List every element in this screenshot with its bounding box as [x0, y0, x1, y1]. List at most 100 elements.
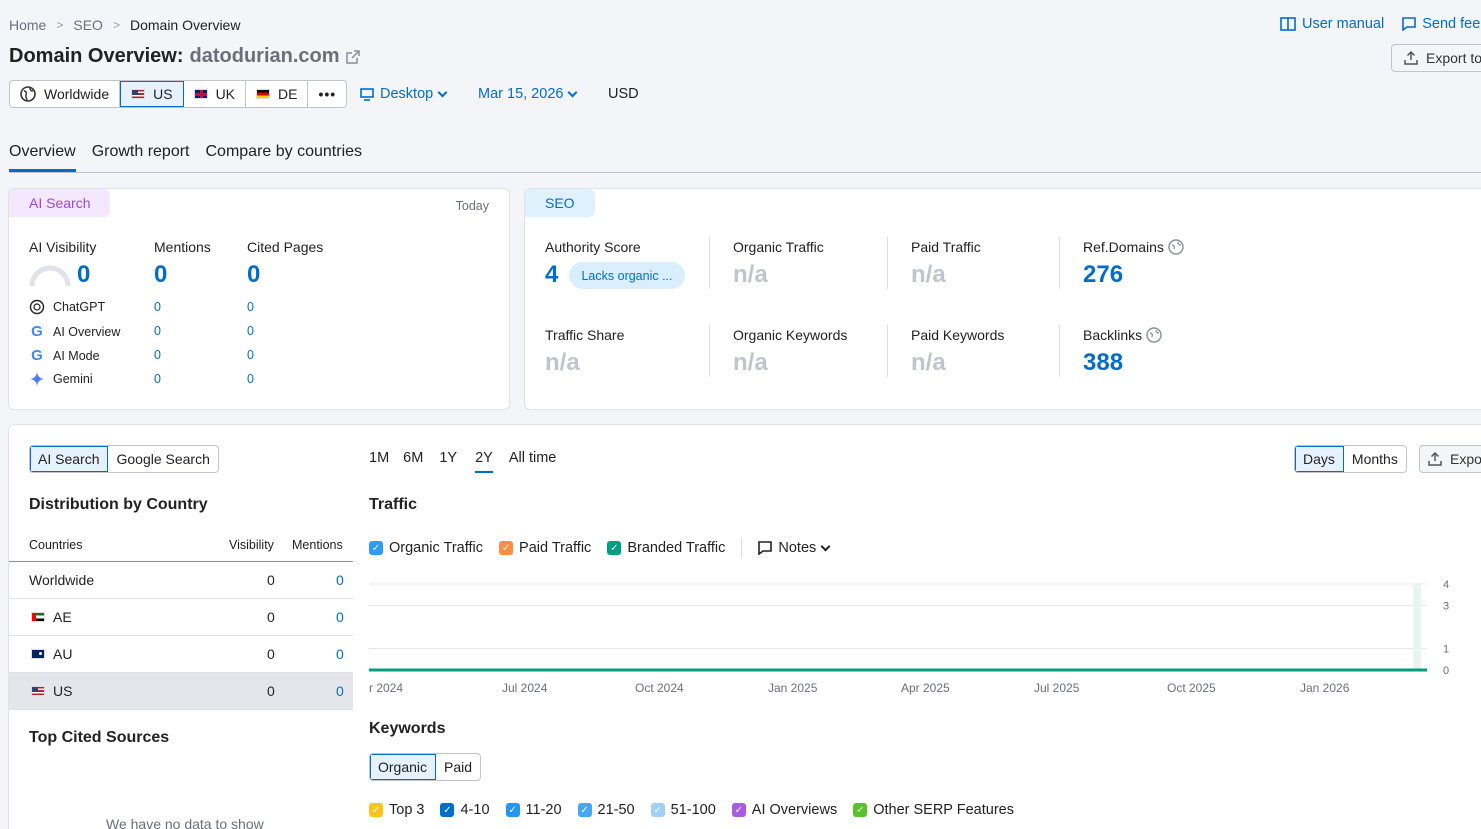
- chatgpt-cited[interactable]: 0: [247, 300, 254, 314]
- traffic-chart[interactable]: 0 1 3 4 r 2024 Jul 2024 Oct 2024 Jan 2025 Apr 20…: [369, 574, 1469, 698]
- legend-4-10[interactable]: ✓ 4-10: [440, 802, 490, 818]
- legend-branded-traffic[interactable]: ✓ Branded Traffic: [607, 540, 725, 556]
- row-mentions[interactable]: 0: [336, 609, 344, 625]
- trends-card: [8, 424, 1481, 829]
- more-locations-button[interactable]: •••: [308, 81, 346, 107]
- row-country: Worldwide: [29, 572, 95, 588]
- device-dropdown[interactable]: Desktop: [360, 86, 448, 102]
- send-feedback-link[interactable]: Send fee: [1402, 16, 1480, 32]
- traffic-share-label: Traffic Share: [545, 327, 625, 343]
- period-2y[interactable]: 2Y: [475, 450, 493, 473]
- mentions-label: Mentions: [154, 239, 211, 255]
- table-row[interactable]: AE 0 0: [9, 599, 353, 636]
- table-row-selected[interactable]: US 0 0: [9, 673, 353, 710]
- keywords-legend: ✓ Top 3 ✓ 4-10 ✓ 11-20 ✓ 21-50 ✓ 51-100 ✓ AI O…: [369, 802, 1014, 818]
- period-1y[interactable]: 1Y: [439, 450, 458, 466]
- period-6m[interactable]: 6M: [403, 450, 424, 466]
- checkbox-checked-icon: ✓: [499, 541, 514, 555]
- legend-other-serp-features[interactable]: ✓ Other SERP Features: [853, 802, 1014, 818]
- ref-domains-value[interactable]: 276: [1083, 261, 1124, 288]
- desktop-icon: [360, 87, 374, 101]
- row-mentions[interactable]: 0: [336, 683, 344, 699]
- legend-11-20[interactable]: ✓ 11-20: [505, 802, 562, 818]
- row-mentions[interactable]: 0: [336, 572, 344, 588]
- row-country: AU: [53, 646, 73, 662]
- gemini-mentions[interactable]: 0: [154, 372, 161, 386]
- breadcrumb-home[interactable]: Home: [9, 17, 47, 33]
- months-toggle[interactable]: Months: [1351, 451, 1398, 467]
- domain-name: datodurian.com: [189, 45, 340, 67]
- row-mentions[interactable]: 0: [336, 646, 344, 662]
- period-all-time[interactable]: All time: [508, 450, 557, 466]
- authority-score-label: Authority Score: [545, 239, 641, 255]
- divider: [887, 237, 888, 289]
- table-row[interactable]: Worldwide 0 0: [9, 562, 353, 599]
- breadcrumb-seo[interactable]: SEO: [73, 17, 103, 33]
- location-de[interactable]: DE: [246, 81, 309, 107]
- google-icon: G: [31, 323, 43, 340]
- tab-growth-report[interactable]: Growth report: [91, 143, 190, 160]
- export-button[interactable]: Export to: [1391, 44, 1481, 72]
- checkbox-checked-icon: ✓: [853, 803, 868, 817]
- cited-pages-label: Cited Pages: [247, 239, 324, 255]
- date-dropdown[interactable]: Mar 15, 2026: [478, 86, 578, 102]
- legend-21-50[interactable]: ✓ 21-50: [577, 802, 635, 818]
- us-flag-icon: [31, 686, 45, 696]
- organic-toggle[interactable]: Organic: [370, 754, 437, 780]
- granularity-toggle: Days Months: [1294, 445, 1407, 473]
- ai-mode-mentions[interactable]: 0: [154, 348, 161, 362]
- y-tick-label: 4: [1443, 579, 1449, 591]
- legend-top-3[interactable]: ✓ Top 3: [369, 802, 424, 818]
- traffic-legend: ✓ Organic Traffic ✓ Paid Traffic ✓ Brand…: [369, 538, 831, 558]
- checkbox-checked-icon: ✓: [607, 541, 622, 555]
- ai-mode-cited[interactable]: 0: [247, 348, 254, 362]
- ai-overview-cited[interactable]: 0: [247, 324, 254, 338]
- divider: [887, 325, 888, 377]
- ai-search-toggle[interactable]: AI Search: [30, 446, 109, 472]
- x-tick-label: Jul 2024: [502, 681, 548, 695]
- page-title: Domain Overview: datodurian.com: [9, 45, 360, 68]
- legend-organic-traffic[interactable]: ✓ Organic Traffic: [369, 540, 483, 556]
- backlinks-heading: Backlinks: [1083, 327, 1162, 343]
- us-flag-icon: [131, 89, 146, 99]
- currency-label: USD: [608, 86, 639, 102]
- paid-toggle[interactable]: Paid: [444, 759, 473, 775]
- notes-icon: [758, 541, 773, 555]
- checkbox-checked-icon: ✓: [369, 541, 383, 555]
- ai-overview-mentions[interactable]: 0: [154, 324, 161, 338]
- lacks-organic-pill[interactable]: Lacks organic ...: [569, 262, 685, 289]
- notes-dropdown[interactable]: Notes: [758, 540, 831, 556]
- tabs-divider: [9, 172, 1481, 173]
- tab-overview[interactable]: Overview: [9, 143, 76, 172]
- location-uk[interactable]: UK: [184, 81, 247, 107]
- chart-export-button[interactable]: Expo: [1419, 445, 1481, 473]
- google-icon: G: [31, 347, 43, 364]
- table-row[interactable]: AU 0 0: [9, 636, 353, 673]
- location-worldwide[interactable]: Worldwide: [10, 81, 121, 107]
- backlinks-value[interactable]: 388: [1083, 349, 1124, 376]
- paid-traffic-label: Paid Traffic: [911, 239, 981, 255]
- engine-ai-mode: G AI Mode: [29, 347, 99, 364]
- location-us[interactable]: US: [120, 81, 184, 107]
- legend-paid-traffic[interactable]: ✓ Paid Traffic: [499, 540, 591, 556]
- legend-51-100[interactable]: ✓ 51-100: [650, 802, 716, 818]
- more-icon: •••: [318, 86, 337, 102]
- cited-pages-value[interactable]: 0: [247, 261, 261, 288]
- distribution-table-header: Countries Visibility Mentions: [9, 530, 353, 562]
- row-country: AE: [53, 609, 72, 625]
- tab-compare-by-countries[interactable]: Compare by countries: [205, 143, 363, 160]
- col-visibility: Visibility: [229, 538, 274, 552]
- authority-score-value[interactable]: 4: [545, 261, 559, 288]
- google-search-toggle[interactable]: Google Search: [116, 451, 210, 467]
- gemini-cited[interactable]: 0: [247, 372, 254, 386]
- legend-ai-overviews[interactable]: ✓ AI Overviews: [731, 802, 837, 818]
- keywords-title: Keywords: [369, 720, 446, 737]
- user-manual-link[interactable]: User manual: [1280, 16, 1384, 32]
- external-link-icon[interactable]: [345, 49, 360, 64]
- days-toggle[interactable]: Days: [1295, 446, 1344, 472]
- gemini-icon: [29, 371, 45, 387]
- period-1m[interactable]: 1M: [369, 450, 390, 466]
- chatgpt-mentions[interactable]: 0: [154, 300, 161, 314]
- mentions-value[interactable]: 0: [154, 261, 168, 288]
- paid-keywords-value: n/a: [911, 349, 946, 376]
